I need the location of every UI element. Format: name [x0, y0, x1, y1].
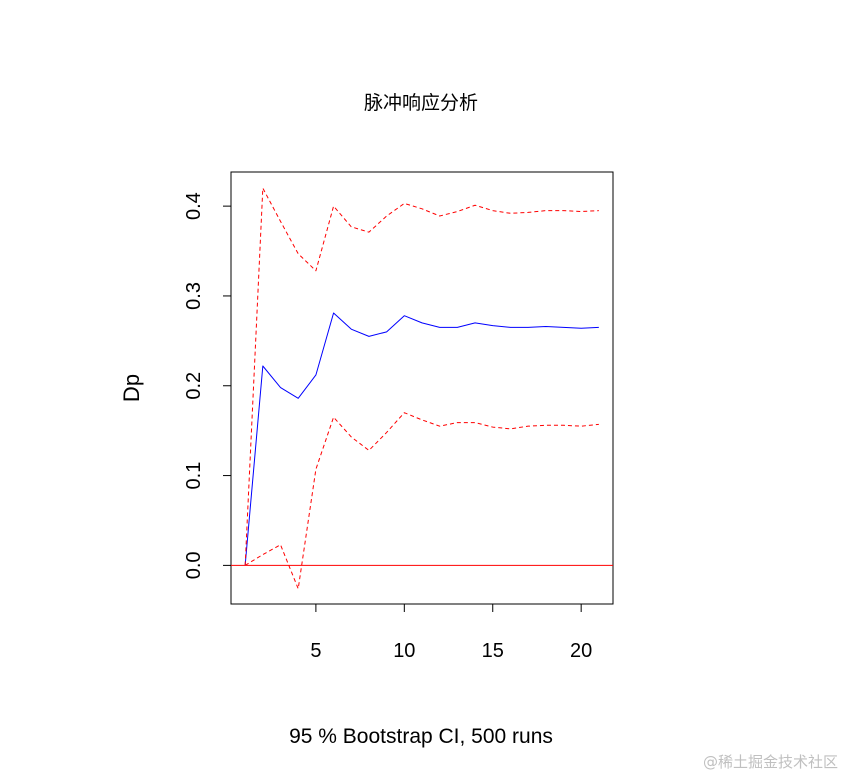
y-tick-label: 0.2: [183, 372, 205, 400]
x-axis: 5 10 15 20: [310, 603, 592, 662]
y-tick-label: 0.1: [183, 462, 205, 490]
x-axis-label: 95 % Bootstrap CI, 500 runs: [289, 725, 553, 748]
y-tick-label: 0.3: [183, 282, 205, 310]
y-tick-label: 0.0: [183, 551, 205, 579]
plot-frame: [230, 171, 614, 605]
y-axis-label: Dp: [119, 374, 144, 402]
x-tick-label: 20: [570, 640, 592, 662]
y-tick-label: 0.4: [183, 192, 205, 220]
x-tick-label: 5: [310, 640, 321, 662]
x-tick-label: 10: [393, 640, 415, 662]
estimate-series-line: [244, 312, 599, 566]
plot-lines: [231, 187, 613, 590]
y-axis: 0.0 0.1 0.2 0.3 0.4: [183, 192, 232, 579]
lower-series-line: [244, 412, 599, 590]
chart-title: 脉冲响应分析: [364, 92, 478, 114]
x-tick-label: 15: [482, 640, 504, 662]
upper-series-line: [244, 187, 599, 566]
watermark: @稀土掘金技术社区: [703, 753, 838, 771]
